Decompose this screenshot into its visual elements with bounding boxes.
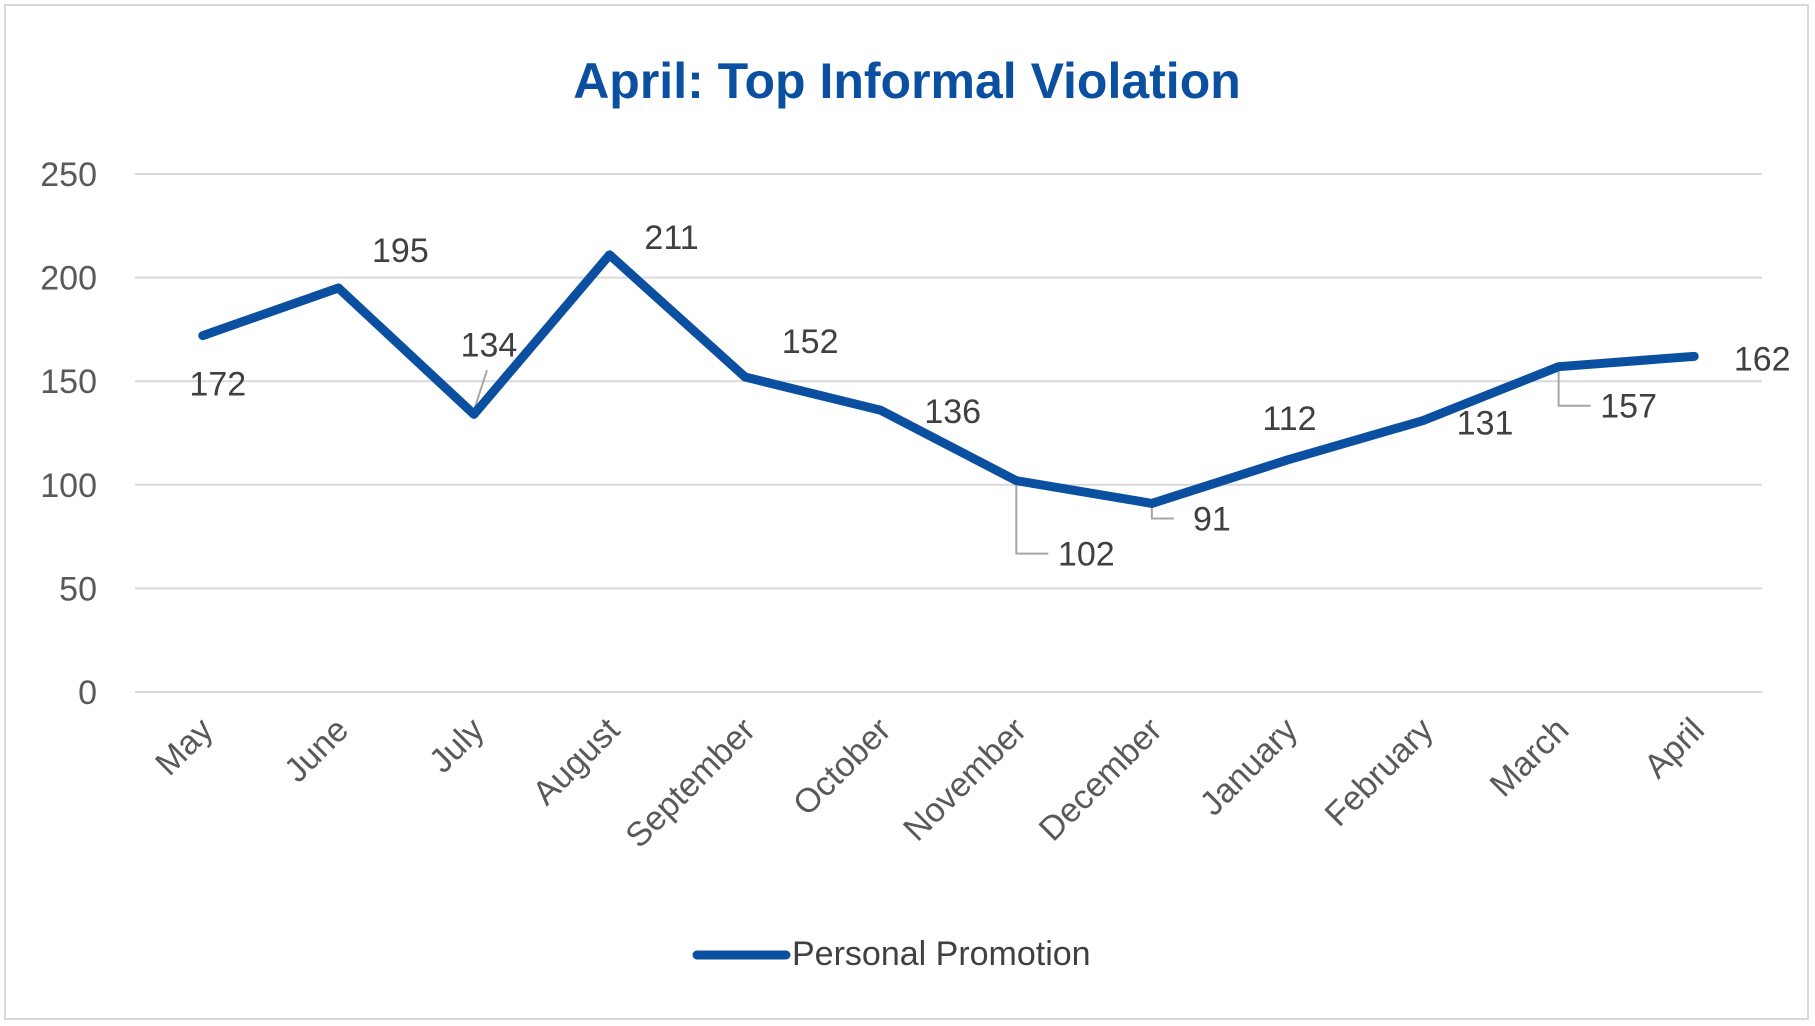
x-tick-label: March: [1483, 711, 1577, 805]
y-tick-label: 150: [40, 363, 97, 401]
leader-line: [1557, 366, 1591, 407]
gridlines: [135, 173, 1762, 693]
x-tick-label: April: [1637, 711, 1712, 786]
series-layer: [198, 250, 1699, 508]
x-tick-label: December: [1032, 711, 1170, 849]
data-label: 131: [1457, 405, 1514, 443]
y-tick-label: 250: [40, 156, 97, 194]
x-tick-label: February: [1318, 711, 1441, 834]
leader-line: [473, 370, 488, 411]
x-tick-label: May: [148, 711, 220, 783]
data-label: 102: [1058, 536, 1115, 574]
data-label: 136: [924, 393, 981, 431]
leader-line: [1015, 480, 1049, 555]
y-tick-label: 0: [78, 674, 97, 712]
data-label: 152: [782, 323, 839, 361]
x-tick-label: September: [618, 711, 762, 855]
data-label: 172: [189, 366, 246, 404]
y-tick-label: 200: [40, 260, 97, 298]
x-tick-label: June: [277, 711, 356, 790]
x-tick-label: July: [422, 711, 492, 781]
legend-label: Personal Promotion: [792, 935, 1091, 973]
data-label-leader-lines: [473, 366, 1591, 555]
data-label: 134: [461, 326, 518, 364]
data-label: 91: [1193, 500, 1231, 538]
y-axis-tick-labels: 0 50 100 150 200 250: [40, 156, 97, 712]
y-tick-label: 100: [40, 467, 97, 505]
data-labels: 172 195 134 211 152 136 102 91 112 131 157 162: [189, 219, 1790, 574]
data-label: 195: [372, 232, 429, 270]
x-tick-label: October: [786, 711, 898, 823]
x-tick-label: August: [525, 710, 627, 812]
series-line-personal-promotion: [198, 250, 1699, 508]
data-label: 112: [1262, 400, 1316, 438]
chart-title: April: Top Informal Violation: [573, 53, 1241, 109]
x-tick-label: November: [896, 711, 1034, 849]
x-tick-label: January: [1193, 711, 1305, 823]
data-label: 211: [644, 219, 698, 257]
data-label: 162: [1734, 340, 1791, 378]
leader-line: [1150, 503, 1174, 520]
data-label: 157: [1600, 388, 1657, 426]
y-tick-label: 50: [59, 570, 97, 608]
legend: Personal Promotion: [692, 935, 1091, 973]
